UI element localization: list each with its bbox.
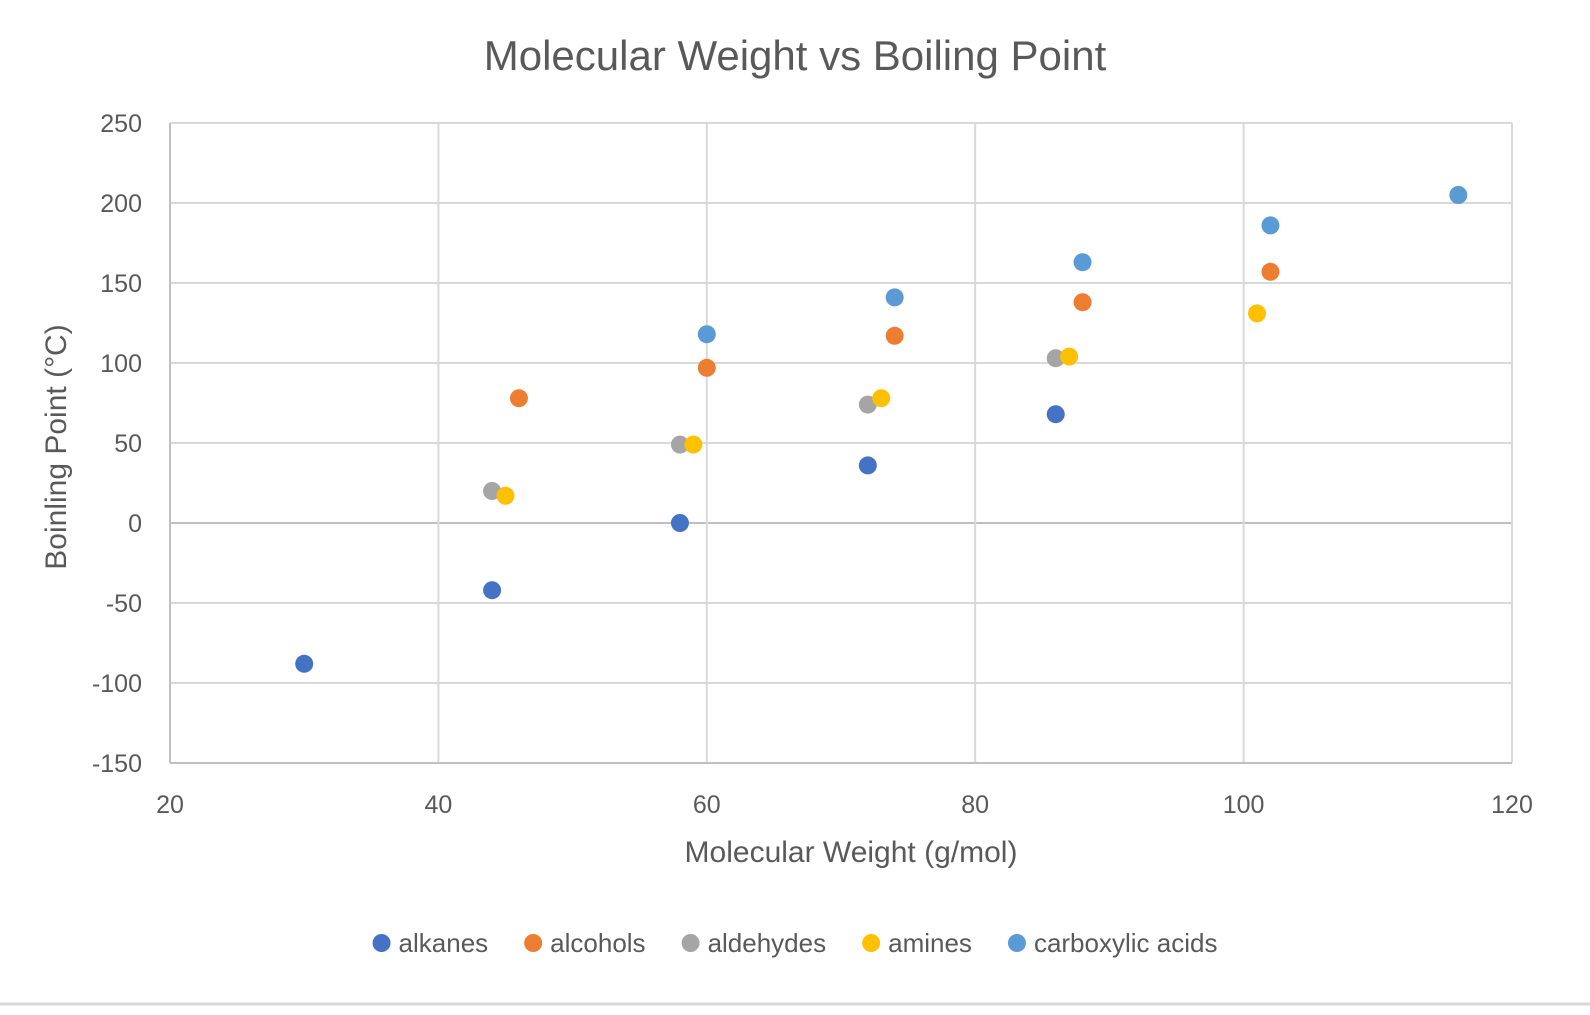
data-point [1046,405,1065,424]
y-tick-label: 0 [128,510,142,538]
data-points [295,186,1468,673]
data-point [858,456,877,475]
legend: alkanes alcohols aldehydes amines carboxylic… [372,928,1218,958]
y-tick-label: -100 [92,670,142,698]
data-point [295,654,314,673]
data-point [1449,186,1468,204]
series-alkanes [295,405,1065,673]
data-point [684,435,703,454]
x-axis-label: Molecular Weight (g/mol) [685,836,1018,869]
data-point [885,326,904,345]
legend-item-alkanes: alkanes [372,928,489,958]
legend-label: amines [888,928,972,958]
x-tick-label: 120 [1491,791,1533,819]
legend-marker [1007,934,1026,952]
y-tick-label: 250 [100,110,142,138]
data-point [1046,349,1065,368]
data-point [858,395,877,414]
y-tick-label: -150 [92,750,142,778]
legend-marker [681,934,700,952]
legend-label: alkanes [399,928,489,958]
y-tick-label: 150 [100,270,142,298]
data-point [697,325,716,344]
x-tick-label: 20 [156,791,184,819]
legend-label: aldehydes [708,928,827,958]
series-alcohols [509,262,1280,408]
axes [169,123,1512,764]
data-point [1060,347,1079,366]
data-point [1261,216,1280,235]
x-tick-label: 40 [424,791,452,819]
y-axis-label: Boinling Point (°C) [40,324,73,569]
legend-marker [372,934,391,952]
legend-label: carboxylic acids [1034,928,1218,958]
legend-item-amines: amines [862,928,972,958]
data-point [872,389,891,408]
data-point [670,435,689,454]
y-tick-label: 200 [100,190,142,218]
y-tick-label: -50 [106,590,142,618]
legend-item-aldehydes: aldehydes [681,928,827,958]
series-carboxylic-acids [697,186,1468,344]
data-point [1073,293,1092,312]
series-amines [496,304,1267,505]
tick-labels: -150 -100 -50 0 50 100 150 200 250 20 40 60 80 100 120 [92,110,1533,819]
legend-label: alcohols [550,928,645,958]
legend-marker [524,934,543,952]
data-point [697,358,716,377]
x-tick-label: 60 [693,791,721,819]
data-point [670,514,689,532]
grid-lines [169,122,1513,764]
x-tick-label: 100 [1223,791,1265,819]
x-tick-label: 80 [961,791,989,819]
data-point [496,486,515,505]
legend-item-alcohols: alcohols [524,928,646,958]
legend-item-carboxylic-acids: carboxylic acids [1007,928,1218,958]
data-point [885,288,904,307]
data-point [1073,253,1092,272]
legend-marker [862,934,881,952]
data-point [509,389,528,408]
chart-title: Molecular Weight vs Boiling Point [484,32,1107,79]
data-point [1261,262,1280,281]
y-tick-label: 50 [114,430,142,458]
data-point [1248,304,1267,323]
y-tick-label: 100 [100,350,142,378]
series-aldehydes [483,349,1065,500]
data-point [483,581,502,600]
